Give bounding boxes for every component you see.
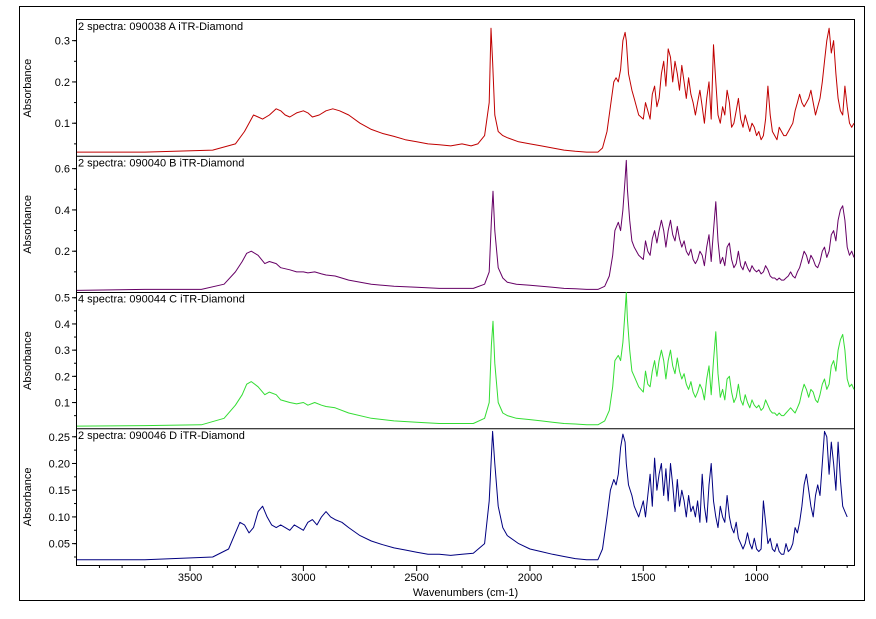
y-tick-label: 0.5 xyxy=(55,293,70,305)
spectrum-line xyxy=(76,159,855,291)
panel-title: 2 spectra: 090046 D iTR-Diamond xyxy=(78,430,245,442)
spectrum-line xyxy=(77,27,855,153)
y-tick-label: 0.3 xyxy=(55,36,70,48)
y-axis-label: Absorbance xyxy=(22,195,34,254)
y-tick-label: 0.4 xyxy=(55,205,70,217)
x-tick-label: 3500 xyxy=(178,572,202,584)
y-tick-label: 0.2 xyxy=(55,77,70,89)
x-axis: 3500 3000 2500 2000 1500 1000 xyxy=(98,565,848,584)
outer-border xyxy=(19,6,865,601)
y-tick-label: 0.05 xyxy=(49,539,70,551)
panel-title: 2 spectra: 090040 B iTR-Diamond xyxy=(78,157,244,169)
x-tick-label: 2000 xyxy=(518,572,542,584)
x-tick-label: 1000 xyxy=(744,572,768,584)
x-tick-label: 3000 xyxy=(291,572,315,584)
plot-area-border xyxy=(76,19,855,566)
y-tick-label: 0.2 xyxy=(55,371,70,383)
panel-title: 4 spectra: 090044 C iTR-Diamond xyxy=(78,294,245,306)
spectrum-panel-4: 0.05 0.10 0.15 0.20 0.25 Absorbance 2 spectra:… xyxy=(22,428,854,561)
y-tick-label: 0.3 xyxy=(55,345,70,357)
panel-title: 2 spectra: 090038 A iTR-Diamond xyxy=(78,21,243,33)
spectrum-panel-3: 0.1 0.2 0.3 0.4 0.5 Absorbance 4 spectra: 0900… xyxy=(22,292,855,427)
y-axis-label: Absorbance xyxy=(22,59,34,118)
y-axis-label: Absorbance xyxy=(22,331,34,390)
y-tick-label: 0.25 xyxy=(49,432,70,444)
y-tick-label: 0.4 xyxy=(55,319,70,331)
y-tick-label: 0.15 xyxy=(49,485,70,497)
x-tick-label: 2500 xyxy=(404,572,428,584)
y-axis-label: Absorbance xyxy=(22,468,34,527)
spectrum-line xyxy=(77,430,848,561)
y-tick-label: 0.1 xyxy=(55,118,70,130)
spectrum-panel-1: 0.1 0.2 0.3 Absorbance 2 spectra: 090038 A i… xyxy=(22,21,855,153)
y-tick-label: 0.1 xyxy=(55,398,70,410)
y-tick-label: 0.20 xyxy=(49,458,70,470)
y-tick-label: 0.6 xyxy=(55,164,70,176)
y-tick-label: 0.10 xyxy=(49,512,70,524)
spectrum-panel-2: 0.2 0.4 0.6 Absorbance 2 spectra: 090040 B i… xyxy=(22,155,855,291)
y-tick-label: 0.2 xyxy=(55,246,70,258)
x-axis-label: Wavenumbers (cm-1) xyxy=(413,587,518,599)
spectrum-line xyxy=(76,292,855,427)
x-tick-label: 1500 xyxy=(631,572,655,584)
